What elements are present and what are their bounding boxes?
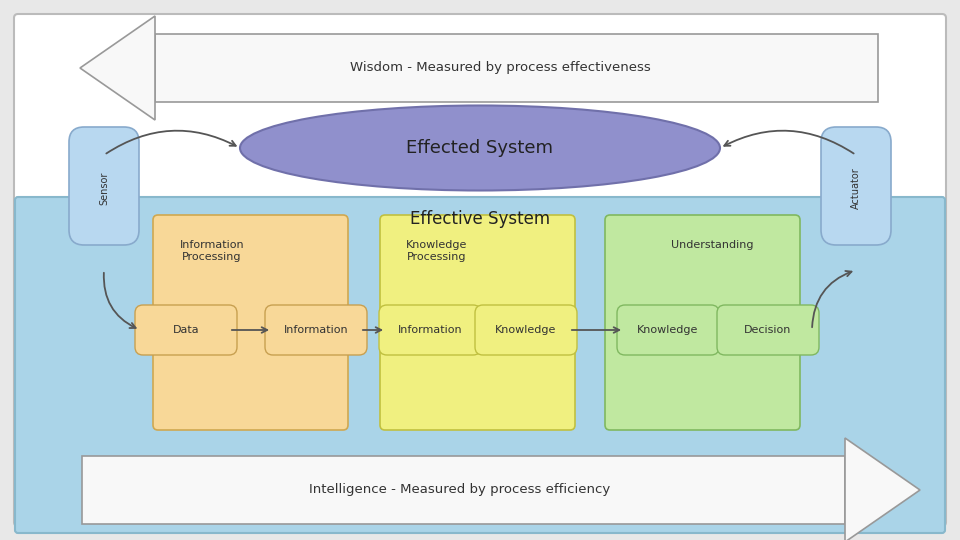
Text: Information: Information — [284, 325, 348, 335]
Text: Information
Processing: Information Processing — [180, 240, 244, 261]
Text: Information: Information — [397, 325, 463, 335]
FancyBboxPatch shape — [379, 305, 481, 355]
Text: Effected System: Effected System — [406, 139, 554, 157]
Ellipse shape — [240, 105, 720, 191]
Polygon shape — [80, 16, 155, 120]
FancyBboxPatch shape — [475, 305, 577, 355]
Text: Actuator: Actuator — [851, 167, 861, 209]
Text: Data: Data — [173, 325, 200, 335]
Text: Intelligence - Measured by process efficiency: Intelligence - Measured by process effic… — [309, 483, 611, 496]
Text: Understanding: Understanding — [671, 240, 754, 250]
FancyBboxPatch shape — [605, 215, 800, 430]
FancyBboxPatch shape — [821, 127, 891, 245]
FancyBboxPatch shape — [153, 215, 348, 430]
FancyBboxPatch shape — [15, 197, 945, 533]
FancyBboxPatch shape — [265, 305, 367, 355]
Polygon shape — [155, 34, 878, 102]
Polygon shape — [845, 438, 920, 540]
FancyBboxPatch shape — [380, 215, 575, 430]
Polygon shape — [82, 456, 845, 524]
Text: Knowledge
Processing: Knowledge Processing — [406, 240, 468, 261]
FancyBboxPatch shape — [14, 14, 946, 526]
Text: Knowledge: Knowledge — [495, 325, 557, 335]
Text: Sensor: Sensor — [99, 171, 109, 205]
FancyBboxPatch shape — [69, 127, 139, 245]
Text: Wisdom - Measured by process effectiveness: Wisdom - Measured by process effectivene… — [349, 62, 650, 75]
FancyBboxPatch shape — [617, 305, 719, 355]
Text: Knowledge: Knowledge — [637, 325, 699, 335]
Text: Effective System: Effective System — [410, 210, 550, 228]
FancyBboxPatch shape — [135, 305, 237, 355]
FancyBboxPatch shape — [717, 305, 819, 355]
Text: Decision: Decision — [744, 325, 792, 335]
